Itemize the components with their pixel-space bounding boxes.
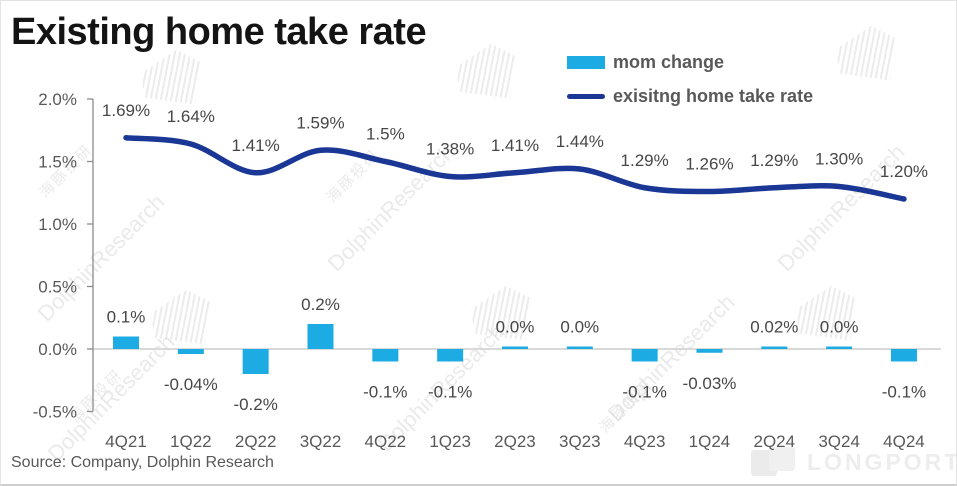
x-axis-label: 2Q22 <box>235 432 277 451</box>
y-axis-tick-label: 1.5% <box>38 153 77 172</box>
bar-data-label: -0.1% <box>882 383 926 402</box>
bar-data-label: -0.1% <box>428 383 472 402</box>
x-axis-label: 3Q23 <box>559 432 601 451</box>
bar-data-label: -0.2% <box>233 395 277 414</box>
line-data-label: 1.38% <box>426 140 474 159</box>
bar-data-label: 0.1% <box>107 308 146 327</box>
y-axis-tick-label: 2.0% <box>38 90 77 109</box>
line-data-label: 1.20% <box>880 162 928 181</box>
line-data-label: 1.69% <box>102 101 150 120</box>
chart-title: Existing home take rate <box>11 11 427 53</box>
bar <box>696 349 723 353</box>
bar <box>890 349 917 362</box>
x-axis-label: 2Q23 <box>494 432 536 451</box>
x-axis-label: 1Q23 <box>429 432 471 451</box>
bar-data-label: 0.0% <box>496 318 535 337</box>
bar <box>566 346 593 349</box>
line-data-label: 1.41% <box>232 136 280 155</box>
x-axis-label: 3Q24 <box>818 432 860 451</box>
x-axis-label: 4Q23 <box>624 432 666 451</box>
legend-item-mom-change: mom change <box>567 45 813 79</box>
bar-data-label: -0.1% <box>363 383 407 402</box>
line-data-label: 1.29% <box>621 151 669 170</box>
legend-item-take-rate: exisitng home take rate <box>567 79 813 113</box>
bar-data-label: -0.03% <box>683 374 737 393</box>
source-note: Source: Company, Dolphin Research <box>11 454 274 471</box>
bar <box>242 349 269 374</box>
line-data-label: 1.29% <box>750 151 798 170</box>
bar <box>113 336 139 349</box>
bar <box>372 349 399 362</box>
bar <box>826 346 853 349</box>
y-axis-tick-label: -0.5% <box>33 403 77 422</box>
bar <box>177 349 204 354</box>
line-data-label: 1.64% <box>167 107 215 126</box>
take-rate-line <box>123 135 907 202</box>
bar-data-label: -0.1% <box>622 383 666 402</box>
line-data-label: 1.30% <box>815 150 863 169</box>
legend-label: mom change <box>613 51 725 72</box>
x-axis-label: 2Q24 <box>754 432 796 451</box>
bar <box>307 324 334 349</box>
line-data-label: 1.5% <box>366 125 405 144</box>
bar-data-label: 0.0% <box>820 318 859 337</box>
y-axis-tick-label: 0.5% <box>38 278 77 297</box>
bar-data-label: 0.02% <box>750 318 798 337</box>
bar-data-label: 0.0% <box>560 318 599 337</box>
bar-series-swatch-icon <box>567 55 605 69</box>
x-axis-label: 1Q22 <box>170 432 212 451</box>
line-data-label: 1.41% <box>491 136 539 155</box>
line-series-swatch-icon <box>567 93 605 99</box>
y-axis-tick-label: 0.0% <box>38 340 77 359</box>
y-axis-tick-label: 1.0% <box>38 215 77 234</box>
legend: mom change exisitng home take rate <box>567 45 813 113</box>
x-axis-label: 4Q22 <box>365 432 407 451</box>
bar <box>631 349 658 362</box>
bar <box>761 346 788 349</box>
line-data-label: 1.44% <box>556 132 604 151</box>
bar <box>501 346 528 349</box>
x-axis-label: 1Q24 <box>689 432 731 451</box>
line-data-label: 1.59% <box>296 113 344 132</box>
legend-label: exisitng home take rate <box>613 85 814 106</box>
bar <box>437 349 464 362</box>
x-axis-label: 4Q21 <box>105 432 147 451</box>
line-data-label: 1.26% <box>685 155 733 174</box>
x-axis-label: 4Q24 <box>883 432 925 451</box>
bar-data-label: -0.04% <box>164 375 218 394</box>
x-axis-label: 3Q22 <box>300 432 342 451</box>
bar-data-label: 0.2% <box>301 295 340 314</box>
